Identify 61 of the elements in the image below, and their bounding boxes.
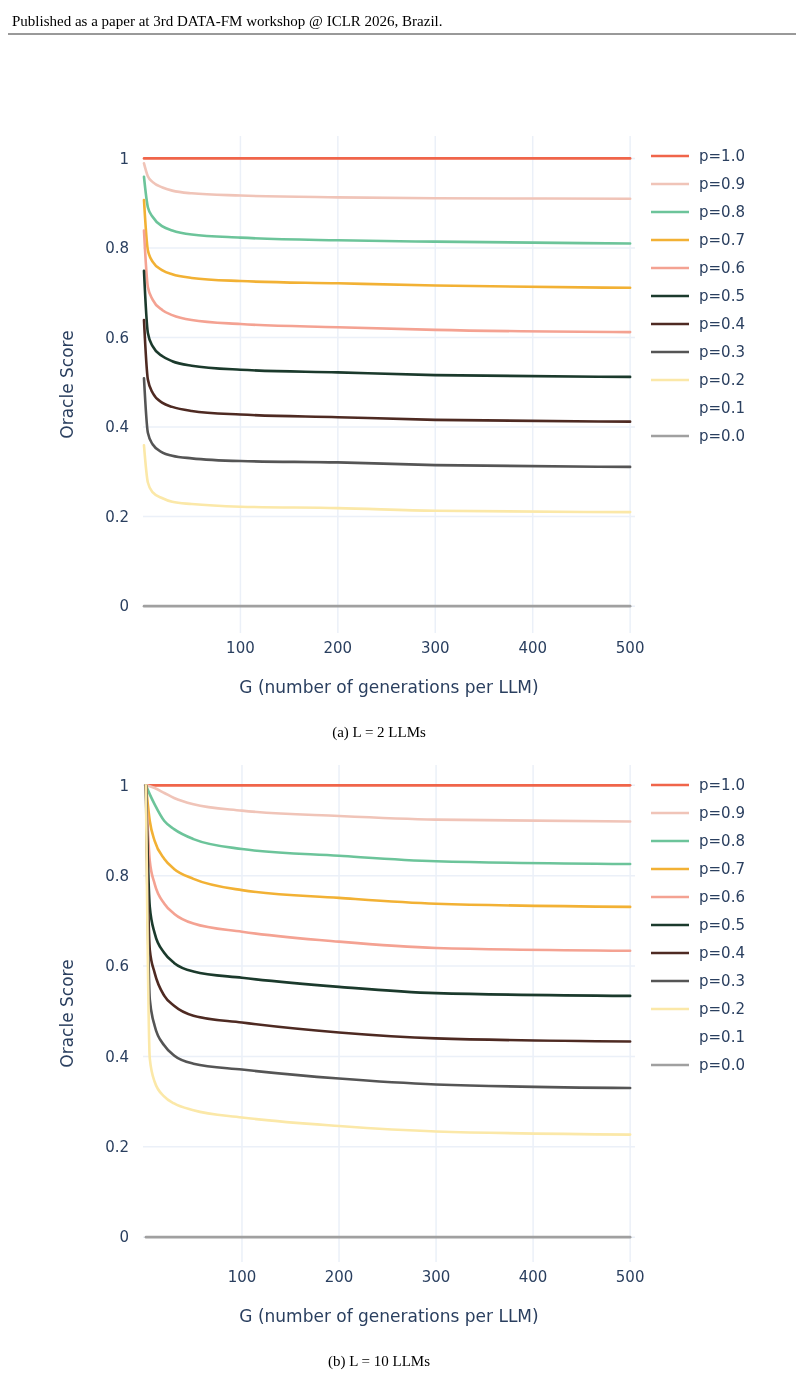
legend-label: p=0.0 bbox=[699, 1056, 745, 1075]
line-series bbox=[142, 229, 632, 334]
text: p=0.1 bbox=[699, 1028, 745, 1047]
y-tick-label: 0 bbox=[119, 1228, 129, 1247]
legend-label: p=0.3 bbox=[699, 343, 745, 362]
legend-label: p=0.0 bbox=[699, 427, 745, 446]
legend-label: p=0.2 bbox=[699, 1000, 745, 1019]
legend-label: p=0.6 bbox=[699, 888, 745, 907]
text: (a) L = 2 LLMs bbox=[332, 724, 427, 741]
x-tick-label: 100 bbox=[227, 1268, 257, 1286]
legend-label: p=0.9 bbox=[699, 175, 745, 194]
y-tick-label: 0.6 bbox=[105, 328, 129, 347]
line-series bbox=[144, 784, 632, 823]
line-series bbox=[144, 784, 632, 866]
line-series bbox=[142, 198, 632, 290]
line-series bbox=[142, 376, 632, 469]
x-tick-label: 300 bbox=[421, 1268, 451, 1286]
line-series bbox=[142, 269, 632, 379]
x-tick-label: 400 bbox=[518, 639, 548, 657]
x-tick-label: 100 bbox=[226, 639, 255, 657]
line-series bbox=[142, 162, 632, 200]
y-tick-label: 0.8 bbox=[105, 239, 129, 258]
legend-label: p=0.4 bbox=[699, 944, 745, 963]
legend-label: p=1.0 bbox=[699, 776, 745, 795]
line-series bbox=[142, 318, 632, 423]
legend-label: p=0.5 bbox=[699, 916, 745, 935]
line-series bbox=[142, 175, 632, 245]
text: Published as a paper at 3rd DATA-FM workshop @ ICLR 2026, Brazil. bbox=[12, 13, 443, 29]
legend-label: p=0.7 bbox=[699, 860, 745, 879]
y-tick-label: 1 bbox=[119, 149, 129, 168]
y-tick-label: 0.4 bbox=[105, 1047, 129, 1066]
legend-label: p=0.6 bbox=[699, 259, 745, 278]
y-tick-label: 1 bbox=[119, 776, 129, 795]
line-series bbox=[142, 444, 632, 514]
legend-label: p=0.8 bbox=[699, 203, 745, 222]
text: (b) L = 10 LLMs bbox=[327, 1353, 431, 1370]
y-tick-label: 0.4 bbox=[105, 418, 129, 437]
legend-label: p=0.2 bbox=[699, 371, 745, 390]
y-tick-label: 0.2 bbox=[105, 1138, 129, 1157]
legend-label: p=0.8 bbox=[699, 832, 745, 851]
y-tick-label: 0.2 bbox=[105, 507, 129, 526]
y-tick-label: 0 bbox=[119, 597, 129, 616]
x-tick-label: 400 bbox=[518, 1268, 548, 1286]
y-axis-title: Oracle Score bbox=[57, 330, 77, 439]
x-axis-title: G (number of generations per LLM) bbox=[239, 677, 539, 697]
text: p=0.1 bbox=[699, 399, 745, 418]
x-tick-label: 200 bbox=[324, 1268, 354, 1286]
x-tick-label: 500 bbox=[615, 1268, 645, 1286]
legend-label: p=0.3 bbox=[699, 972, 745, 991]
y-tick-label: 0.8 bbox=[105, 866, 129, 885]
y-axis-title: Oracle Score bbox=[57, 959, 77, 1068]
y-tick-label: 0.6 bbox=[105, 957, 129, 976]
legend-label: p=0.7 bbox=[699, 231, 745, 250]
x-tick-label: 500 bbox=[615, 639, 645, 657]
legend-label: p=0.5 bbox=[699, 287, 745, 306]
legend-label: p=0.4 bbox=[699, 315, 745, 334]
x-axis-title: G (number of generations per LLM) bbox=[239, 1306, 539, 1326]
x-tick-label: 200 bbox=[323, 639, 353, 657]
legend-label: p=0.9 bbox=[699, 804, 745, 823]
x-tick-label: 300 bbox=[420, 639, 450, 657]
legend-label: p=1.0 bbox=[699, 147, 745, 166]
